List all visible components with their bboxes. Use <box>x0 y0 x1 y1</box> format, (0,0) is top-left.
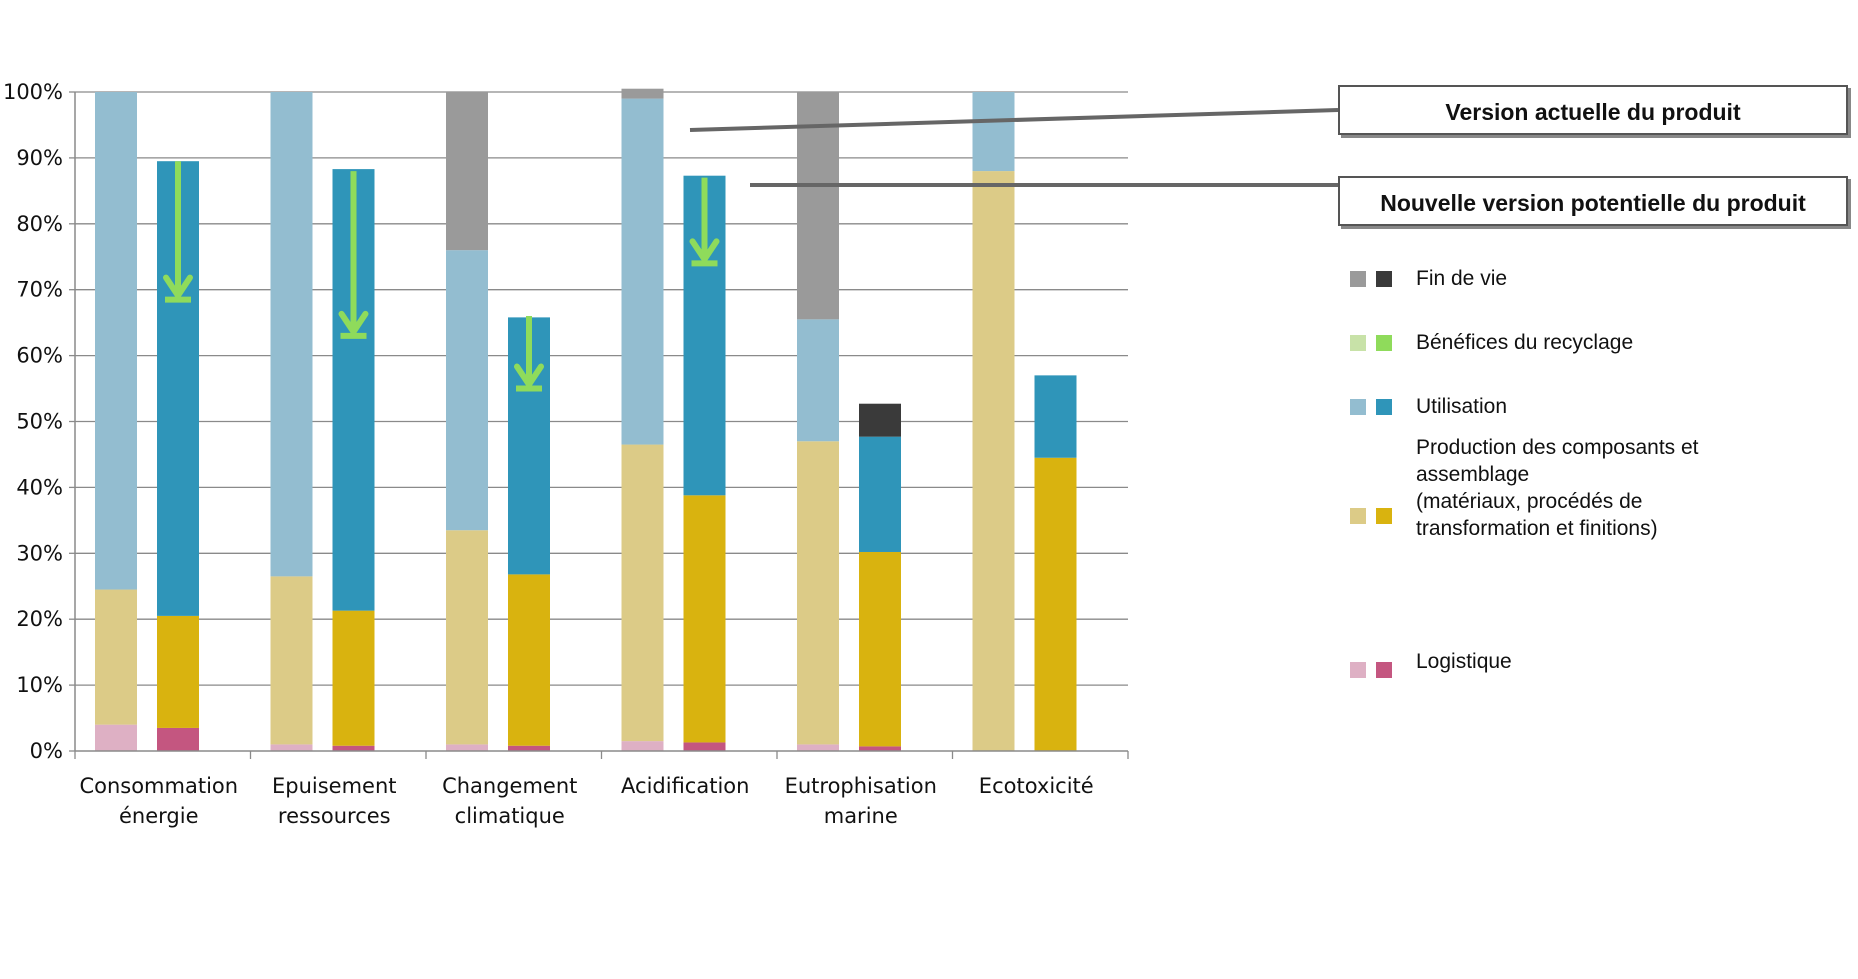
y-tick-label: 40% <box>16 475 63 499</box>
bar-segment <box>797 319 839 442</box>
grid-lines <box>75 91 1128 686</box>
legend-swatch-new <box>1376 270 1392 287</box>
y-tick-label: 0% <box>30 739 63 763</box>
y-tick-label: 90% <box>16 146 63 170</box>
legend-label-line: assemblage <box>1416 463 1530 486</box>
bar-segment <box>270 744 313 751</box>
bar-segment <box>972 171 1015 751</box>
y-tick-label: 30% <box>16 541 63 565</box>
bar-segment <box>446 92 488 251</box>
legend-swatch-current <box>1350 270 1366 287</box>
legend-label: Fin de vie <box>1416 267 1508 290</box>
bar-segment <box>95 589 137 725</box>
bar-segment <box>797 441 839 745</box>
legend-swatch-new <box>1376 662 1392 678</box>
y-tick-label: 20% <box>16 607 63 631</box>
bar-segment <box>1034 375 1077 458</box>
bar-segment <box>683 495 726 743</box>
legend-item-benefices: Bénéfices du recyclage <box>1350 329 1633 356</box>
x-tick-label: ressources <box>278 804 391 828</box>
reduction-arrow-head <box>514 363 544 390</box>
reduction-arrow-head <box>338 310 369 338</box>
y-tick-label: 80% <box>16 212 63 236</box>
legend-item-production: Production des composants et assemblage … <box>1350 436 1699 542</box>
bar-segment <box>446 250 488 531</box>
y-tick-label: 50% <box>16 410 63 434</box>
legend-item-logistique: Logistique <box>1350 650 1512 678</box>
x-tick-label: Changement <box>442 774 577 798</box>
bar-segment <box>95 724 137 751</box>
bar-segment <box>1034 457 1077 751</box>
bar-segment <box>859 746 901 751</box>
legend-swatch-new <box>1376 508 1392 524</box>
legend-swatch-current <box>1350 334 1366 351</box>
bar-segment <box>270 92 313 577</box>
bar-segment <box>859 403 901 437</box>
bar-segment <box>621 98 664 445</box>
bar-segment <box>508 745 550 751</box>
bar-segment <box>621 88 664 99</box>
x-tick-label: marine <box>824 804 898 828</box>
legend-label: Utilisation <box>1416 395 1508 418</box>
legend-swatch-current <box>1350 398 1366 415</box>
x-tick-label: énergie <box>119 804 199 828</box>
bar-segment <box>270 576 313 745</box>
bar-segment <box>446 530 488 745</box>
legend-swatch-current <box>1350 662 1366 678</box>
reduction-arrow-head <box>163 274 193 301</box>
legend-label-line: Production des composants et <box>1416 436 1699 459</box>
x-tick-label: climatique <box>455 804 565 828</box>
x-tick-label: Eutrophisation <box>785 774 937 798</box>
bar-segment <box>797 744 839 751</box>
bar-segment <box>95 92 137 590</box>
callout-current-version: Version actuelle du produit <box>1338 85 1848 135</box>
bar-segment <box>157 615 199 728</box>
x-tick-label: Consommation <box>79 774 238 798</box>
reduction-arrows <box>163 161 720 392</box>
bars <box>95 88 1077 751</box>
callout-leader-lines <box>689 108 1339 187</box>
bar-segment <box>972 92 1015 172</box>
callout-new-version: Nouvelle version potentielle du produit <box>1338 176 1848 226</box>
x-tick-label: Acidification <box>621 774 749 798</box>
y-tick-label: 100% <box>3 80 63 104</box>
bar-segment <box>446 744 488 751</box>
bar-segment <box>621 741 664 751</box>
legend-label-line: transformation et finitions) <box>1416 517 1658 540</box>
bar-segment <box>332 610 375 746</box>
legend-item-utilisation: Utilisation <box>1350 393 1507 420</box>
bar-segment <box>797 92 839 320</box>
bar-segment <box>621 444 664 742</box>
y-tick-label: 70% <box>16 278 63 302</box>
legend-label: Bénéfices du recyclage <box>1416 331 1634 354</box>
bar-segment <box>332 745 375 751</box>
legend-swatch-new <box>1376 398 1392 415</box>
leader-line-current <box>689 108 1339 132</box>
bar-segment <box>157 727 199 751</box>
legend-label: Production des composants et assemblage … <box>1416 434 1699 542</box>
bar-segment <box>859 551 901 747</box>
legend-item-fin-de-vie: Fin de vie <box>1350 265 1507 292</box>
x-tick-label: Ecotoxicité <box>979 774 1094 798</box>
x-tick-label: Epuisement <box>272 774 397 798</box>
bar-segment <box>859 436 901 552</box>
legend-label-line: (matériaux, procédés de <box>1416 490 1643 513</box>
y-tick-label: 60% <box>16 344 63 368</box>
bar-segment <box>508 574 550 746</box>
legend-swatch-new <box>1376 334 1392 351</box>
bar-segment <box>683 742 726 751</box>
y-tick-label: 10% <box>16 673 63 697</box>
legend-swatch-current <box>1350 508 1366 524</box>
reduction-arrow-head <box>689 238 720 265</box>
legend-label: Logistique <box>1416 649 1512 673</box>
axes: 0% 10% 20% 30% 40% 50% 60% 70% 80% 90% 100% Consomm… <box>3 80 1129 828</box>
